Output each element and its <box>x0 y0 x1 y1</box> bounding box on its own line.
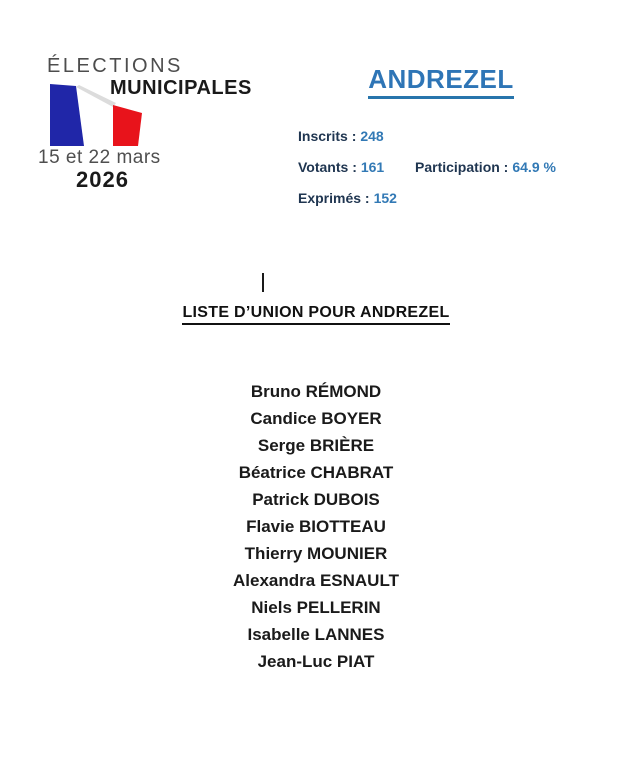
stat-participation-label: Participation : <box>415 159 509 175</box>
candidate-name: Flavie BIOTTEAU <box>246 517 386 536</box>
stat-participation-value: 64.9 % <box>512 159 556 175</box>
candidate-name: Candice BOYER <box>250 409 382 428</box>
candidate-name: Bruno RÉMOND <box>250 382 382 401</box>
logo-dates-text: 15 et 22 mars <box>38 147 161 168</box>
candidate-name: Alexandra ESNAULT <box>233 571 399 590</box>
stat-exprimes: Exprimés :152 <box>298 190 397 206</box>
stat-votants: Votants :161 <box>298 159 384 175</box>
commune-title-wrap: ANDREZEL <box>291 64 591 99</box>
stat-exprimes-label: Exprimés : <box>298 190 370 206</box>
french-flag-icon <box>50 84 142 146</box>
logo-elections-text: ÉLECTIONS <box>47 55 183 77</box>
flag-band-shape <box>76 85 116 107</box>
candidate-name: Jean-Luc PIAT <box>257 652 375 671</box>
candidate-name: Isabelle LANNES <box>247 625 385 644</box>
candidate-name: Thierry MOUNIER <box>244 544 388 563</box>
flag-blue-shape <box>50 84 84 146</box>
text-cursor[interactable] <box>262 273 264 292</box>
list-title-wrap: LISTE D’UNION POUR ANDREZEL <box>6 304 626 325</box>
flag-red-shape <box>113 105 142 146</box>
candidate-name: Serge BRIÈRE <box>257 436 375 455</box>
list-title: LISTE D’UNION POUR ANDREZEL <box>182 304 450 325</box>
stat-inscrits-label: Inscrits : <box>298 128 357 144</box>
stat-votants-value: 161 <box>360 159 385 175</box>
page-title: ANDREZEL <box>368 64 514 99</box>
logo-year-text: 2026 <box>76 167 129 192</box>
stat-participation: Participation :64.9 % <box>415 159 556 175</box>
stat-votants-label: Votants : <box>298 159 357 175</box>
candidate-list: Bruno RÉMOND Candice BOYER Serge BRIÈRE Béa… <box>6 378 626 675</box>
candidate-name: Béatrice CHABRAT <box>238 463 394 482</box>
stat-exprimes-value: 152 <box>373 190 397 206</box>
candidate-name: Patrick DUBOIS <box>252 490 380 509</box>
candidate-name: Niels PELLERIN <box>251 598 381 617</box>
logo-municipales-text: MUNICIPALES <box>110 77 252 99</box>
stat-inscrits-value: 248 <box>360 128 384 144</box>
stat-inscrits: Inscrits :248 <box>298 128 384 144</box>
